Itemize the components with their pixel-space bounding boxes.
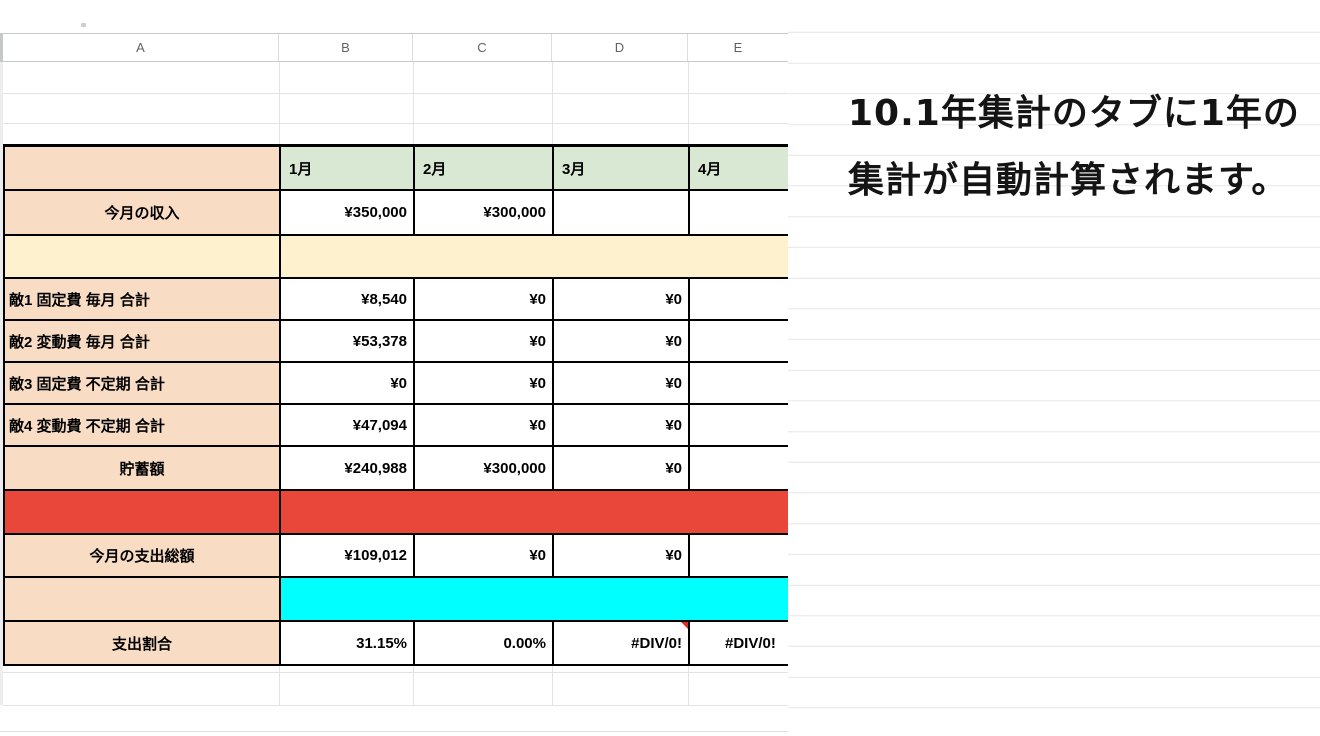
month-header-cell[interactable]: 4月 — [688, 147, 788, 189]
gridline — [3, 93, 788, 94]
value-cell[interactable] — [552, 191, 688, 234]
row-label-cell[interactable]: 貯蓄額 — [3, 447, 279, 489]
row-label-cell[interactable]: 敵3 固定費 不定期 合計 — [3, 363, 279, 403]
table-row-variable-monthly: 敵2 変動費 毎月 合計 ¥53,378 ¥0 ¥0 — [3, 321, 788, 363]
row-label-cell[interactable] — [3, 491, 279, 533]
value-cell[interactable]: ¥0 — [413, 535, 552, 576]
gridline — [3, 705, 788, 706]
table-row-red-band — [3, 491, 788, 535]
table-row-savings: 貯蓄額 ¥240,988 ¥300,000 ¥0 — [3, 447, 788, 491]
gridline — [3, 123, 788, 124]
row-label-cell[interactable]: 今月の収入 — [3, 191, 279, 234]
column-header-d[interactable]: D — [552, 34, 688, 61]
value-cell[interactable]: ¥109,012 — [279, 535, 413, 576]
row-label-cell[interactable]: 敵4 変動費 不定期 合計 — [3, 405, 279, 445]
row-label-cell[interactable]: 今月の支出総額 — [3, 535, 279, 576]
gridline — [552, 62, 553, 144]
value-cell[interactable]: ¥240,988 — [279, 447, 413, 489]
value-cell[interactable]: ¥300,000 — [413, 191, 552, 234]
table-row-expense-ratio: 支出割合 31.15% 0.00% #DIV/0! #DIV/0! — [3, 622, 788, 666]
annotation-line-2: 集計が自動計算されます。 — [848, 160, 1289, 201]
value-cell[interactable] — [688, 191, 788, 234]
row-label-cell[interactable]: 敵1 固定費 毎月 合計 — [3, 279, 279, 319]
highlight-band-cell[interactable] — [279, 578, 788, 620]
value-cell[interactable]: ¥0 — [413, 405, 552, 445]
table-row-fixed-irregular: 敵3 固定費 不定期 合計 ¥0 ¥0 ¥0 — [3, 363, 788, 405]
value-cell[interactable] — [688, 447, 788, 489]
table-row-income: 今月の収入 ¥350,000 ¥300,000 — [3, 191, 788, 236]
table-row-cyan-band — [3, 578, 788, 622]
value-cell[interactable]: ¥300,000 — [413, 447, 552, 489]
value-cell[interactable]: ¥53,378 — [279, 321, 413, 361]
column-header-row: A B C D E — [3, 33, 788, 62]
spreadsheet-area: A B C D E 1月 2月 3月 4月 今月の収入 ¥350,000 ¥30… — [0, 23, 1320, 732]
table-row-months: 1月 2月 3月 4月 — [3, 147, 788, 191]
highlight-band-cell[interactable] — [279, 491, 788, 533]
row-label-cell[interactable] — [3, 236, 279, 277]
value-cell[interactable] — [688, 535, 788, 576]
annotation-line-1: 10.1年集計のタブに1年の — [848, 93, 1300, 134]
value-cell[interactable]: ¥0 — [279, 363, 413, 403]
table-row-yellow-band — [3, 236, 788, 279]
gridline — [688, 642, 689, 705]
value-cell[interactable]: ¥0 — [552, 535, 688, 576]
month-header-cell[interactable]: 3月 — [552, 147, 688, 189]
value-cell[interactable]: ¥0 — [413, 321, 552, 361]
corner-label-cell[interactable] — [3, 147, 279, 189]
value-cell[interactable]: ¥0 — [552, 405, 688, 445]
column-header-c[interactable]: C — [413, 34, 552, 61]
value-cell[interactable]: ¥0 — [552, 363, 688, 403]
value-cell[interactable] — [688, 321, 788, 361]
table-row-variable-irregular: 敵4 変動費 不定期 合計 ¥47,094 ¥0 ¥0 — [3, 405, 788, 447]
value-cell[interactable]: ¥0 — [413, 279, 552, 319]
value-cell[interactable]: ¥0 — [552, 321, 688, 361]
annotation-panel: 10.1年集計のタブに1年の 集計が自動計算されます。 — [788, 0, 1320, 736]
value-cell[interactable]: ¥350,000 — [279, 191, 413, 234]
highlight-band-cell[interactable] — [279, 236, 788, 277]
month-header-cell[interactable]: 2月 — [413, 147, 552, 189]
value-cell[interactable]: ¥0 — [413, 363, 552, 403]
gridline — [413, 642, 414, 705]
annotation-text: 10.1年集計のタブに1年の 集計が自動計算されます。 — [848, 80, 1318, 214]
value-cell-error[interactable]: #DIV/0! — [552, 622, 688, 664]
value-cell-error[interactable]: #DIV/0! — [688, 622, 788, 664]
gridline — [279, 642, 280, 705]
column-header-e[interactable]: E — [733, 40, 743, 55]
gridline — [3, 672, 788, 673]
gridline — [552, 642, 553, 705]
value-cell[interactable]: 0.00% — [413, 622, 552, 664]
table-row-total-expense: 今月の支出総額 ¥109,012 ¥0 ¥0 — [3, 535, 788, 578]
column-header-a[interactable]: A — [3, 34, 279, 61]
value-cell[interactable]: ¥47,094 — [279, 405, 413, 445]
gridline — [413, 62, 414, 144]
row-label-cell[interactable] — [3, 578, 279, 620]
window-bottom-edge — [0, 731, 1320, 732]
value-cell[interactable] — [688, 279, 788, 319]
column-header-b[interactable]: B — [279, 34, 413, 61]
row-header-strip — [0, 33, 3, 62]
gridline — [279, 62, 280, 144]
value-cell[interactable]: ¥8,540 — [279, 279, 413, 319]
row-label-cell[interactable]: 敵2 変動費 毎月 合計 — [3, 321, 279, 361]
value-cell[interactable]: ¥0 — [552, 279, 688, 319]
row-label-cell[interactable]: 支出割合 — [3, 622, 279, 664]
cursor-speck — [81, 23, 86, 27]
cell-error-corner-icon — [681, 622, 688, 629]
value-cell[interactable] — [688, 363, 788, 403]
cell-value: #DIV/0! — [631, 634, 682, 652]
gridline — [688, 62, 689, 144]
value-cell[interactable]: ¥0 — [552, 447, 688, 489]
value-cell[interactable]: 31.15% — [279, 622, 413, 664]
cell-value: #DIV/0! — [725, 634, 776, 652]
summary-table: 1月 2月 3月 4月 今月の収入 ¥350,000 ¥300,000 敵1 固… — [3, 144, 788, 666]
value-cell[interactable] — [688, 405, 788, 445]
month-header-cell[interactable]: 1月 — [279, 147, 413, 189]
row-header-strip-lower — [0, 62, 3, 705]
table-row-fixed-monthly: 敵1 固定費 毎月 合計 ¥8,540 ¥0 ¥0 — [3, 279, 788, 321]
